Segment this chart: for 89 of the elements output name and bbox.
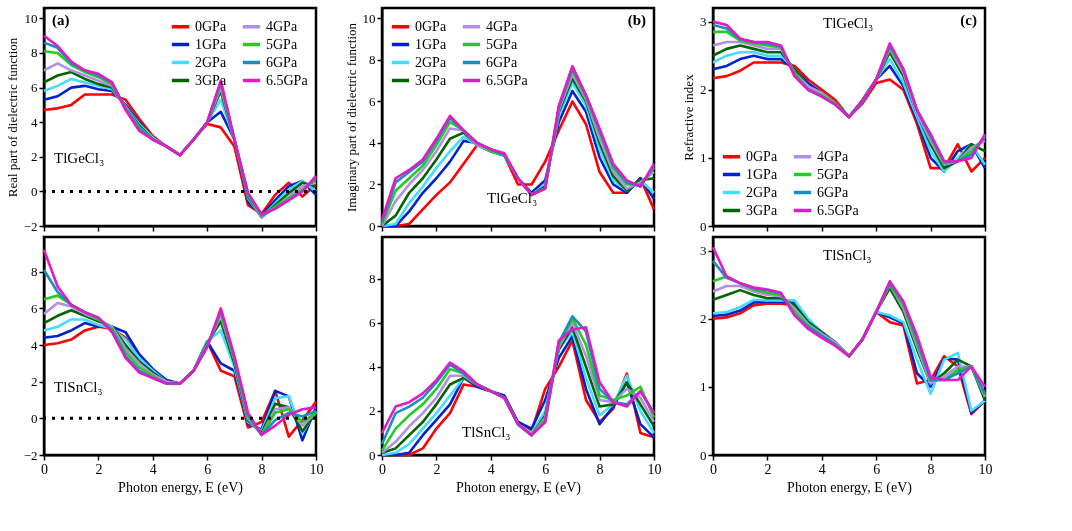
x-tick-label: 8 [596, 461, 604, 477]
legend-label: 6GPa [817, 184, 849, 200]
annotation: TlGeCl₃ [487, 190, 538, 206]
annotation: (b) [627, 12, 646, 29]
legend-label: 4GPa [266, 18, 298, 34]
x-tick-label: 8 [927, 461, 935, 477]
x-tick-label: 2 [433, 461, 441, 477]
y-tick-label: 0 [369, 447, 376, 463]
x-tick-label: 0 [41, 461, 48, 477]
y-tick-label: 10 [362, 10, 376, 26]
legend-label: 5GPa [817, 166, 849, 182]
x-axis-title: Photon energy, E (eV) [787, 479, 913, 496]
x-tick-label: 10 [978, 461, 993, 477]
y-tick-label: 8 [31, 264, 38, 280]
y-tick-label: 6 [31, 80, 38, 96]
annotation: TlGeCl₃ [54, 150, 105, 166]
annotation: TlSnCl₃ [462, 424, 511, 440]
y-axis-title: Imaginary part of dielectric function [343, 22, 359, 213]
y-tick-label: 4 [369, 359, 376, 375]
y-tick-label: 3 [700, 243, 707, 259]
x-tick-label: 4 [818, 461, 826, 477]
legend-label: 2GPa [195, 54, 227, 70]
x-tick-label: 0 [710, 461, 717, 477]
x-tick-label: 2 [95, 461, 103, 477]
y-tick-label: 2 [700, 311, 707, 327]
legend-label: 5GPa [486, 36, 518, 52]
annotation: TlSnCl₃ [823, 247, 872, 263]
legend-label: 4GPa [817, 148, 849, 164]
y-tick-label: 2 [369, 176, 376, 192]
x-tick-label: 10 [647, 461, 662, 477]
legend-label: 6GPa [266, 54, 298, 70]
x-axis-title: Photon energy, E (eV) [118, 479, 244, 496]
legend-label: 6.5GPa [266, 72, 309, 88]
y-tick-label: 4 [31, 337, 38, 353]
y-tick-label: 6 [31, 300, 38, 316]
y-tick-label: 0 [700, 447, 707, 463]
x-tick-label: 6 [873, 461, 881, 477]
x-tick-label: 4 [149, 461, 157, 477]
legend-label: 4GPa [486, 18, 518, 34]
legend-label: 1GPa [746, 166, 778, 182]
y-tick-label: −2 [23, 447, 38, 463]
y-tick-label: 0 [31, 183, 38, 199]
x-tick-label: 6 [542, 461, 550, 477]
legend-label: 6.5GPa [817, 202, 860, 218]
legend-label: 3GPa [415, 72, 447, 88]
y-tick-label: 3 [700, 14, 707, 30]
legend-label: 3GPa [746, 202, 778, 218]
legend-label: 0GPa [415, 18, 447, 34]
legend-label: 0GPa [195, 18, 227, 34]
x-tick-label: 2 [764, 461, 772, 477]
legend-label: 2GPa [415, 54, 447, 70]
y-tick-label: 4 [31, 114, 38, 130]
annotation: TlSnCl₃ [54, 379, 103, 395]
annotation: (c) [960, 12, 977, 29]
y-tick-label: 1 [700, 379, 707, 395]
y-tick-label: 0 [369, 218, 376, 234]
legend-label: 2GPa [746, 184, 778, 200]
x-axis-title: Photon energy, E (eV) [456, 479, 582, 496]
legend-label: 0GPa [746, 148, 778, 164]
annotation: TlGeCl₃ [823, 15, 874, 31]
x-tick-label: 10 [309, 461, 324, 477]
y-tick-label: 8 [369, 52, 376, 68]
y-tick-label: 1 [700, 150, 707, 166]
legend-label: 1GPa [195, 36, 227, 52]
y-tick-label: 6 [369, 93, 376, 109]
y-tick-label: 2 [31, 374, 38, 390]
legend-label: 1GPa [415, 36, 447, 52]
legend-label: 5GPa [266, 36, 298, 52]
legend-label: 6.5GPa [486, 72, 529, 88]
legend-label: 3GPa [195, 72, 227, 88]
y-axis-title: Refractive index [681, 73, 696, 161]
y-tick-label: 0 [700, 218, 707, 234]
x-tick-label: 8 [258, 461, 266, 477]
y-tick-label: 6 [369, 315, 376, 331]
x-tick-label: 0 [379, 461, 386, 477]
x-tick-label: 4 [487, 461, 495, 477]
y-tick-label: 2 [700, 82, 707, 98]
y-tick-label: 8 [369, 271, 376, 287]
x-tick-label: 6 [204, 461, 212, 477]
y-tick-label: 2 [369, 403, 376, 419]
legend-label: 6GPa [486, 54, 518, 70]
y-tick-label: 2 [31, 149, 38, 165]
annotation: (a) [52, 12, 70, 29]
y-tick-label: 0 [31, 410, 38, 426]
y-tick-label: 10 [24, 10, 38, 26]
y-tick-label: −2 [23, 218, 38, 234]
y-axis-title: Real part of dielectric function [4, 37, 20, 198]
y-tick-label: 8 [31, 45, 38, 61]
y-tick-label: 4 [369, 135, 376, 151]
